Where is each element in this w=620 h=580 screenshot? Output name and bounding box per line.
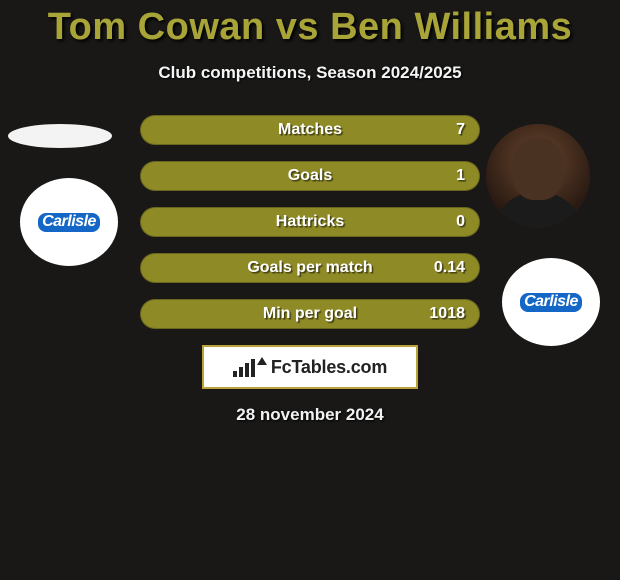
- stat-row: Matches 7: [140, 115, 480, 145]
- logo-bars-icon: [233, 357, 255, 377]
- stat-right-value: 1: [425, 167, 465, 185]
- stat-row: Min per goal 1018: [140, 299, 480, 329]
- stat-right-value: 0.14: [425, 259, 465, 277]
- stat-label: Matches: [278, 121, 342, 139]
- subtitle: Club competitions, Season 2024/2025: [0, 63, 620, 83]
- stat-right-value: 7: [425, 121, 465, 139]
- stat-label: Goals per match: [247, 259, 372, 277]
- stat-right-value: 0: [425, 213, 465, 231]
- player2-club-badge: Carlisle: [502, 258, 600, 346]
- date-caption: 28 november 2024: [0, 405, 620, 425]
- stat-row: Goals per match 0.14: [140, 253, 480, 283]
- fctables-logo: FcTables.com: [202, 345, 418, 389]
- logo-arrow-icon: [257, 357, 267, 365]
- club-badge-text: Carlisle: [38, 213, 100, 232]
- player2-photo: [486, 124, 590, 228]
- stat-label: Goals: [288, 167, 332, 185]
- stat-label: Min per goal: [263, 305, 357, 323]
- page-title: Tom Cowan vs Ben Williams: [0, 0, 620, 49]
- stat-right-value: 1018: [425, 305, 465, 323]
- player1-club-badge: Carlisle: [20, 178, 118, 266]
- stat-row: Hattricks 0: [140, 207, 480, 237]
- logo-text: FcTables.com: [271, 357, 387, 378]
- stat-row: Goals 1: [140, 161, 480, 191]
- player1-photo-placeholder: [8, 124, 112, 148]
- stat-label: Hattricks: [276, 213, 344, 231]
- club-badge-text: Carlisle: [520, 293, 582, 312]
- stats-table: Matches 7 Goals 1 Hattricks 0 Goals per …: [140, 115, 480, 329]
